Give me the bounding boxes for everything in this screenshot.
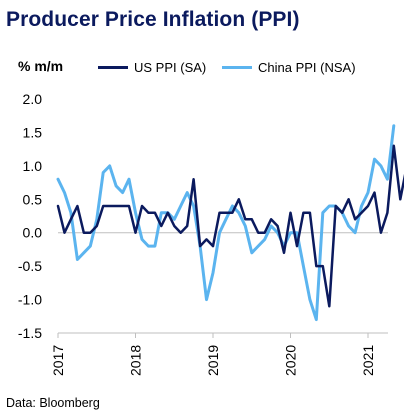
y-tick-label: -1.0 (18, 292, 42, 308)
x-tick-label: 2021 (360, 345, 376, 376)
chart-title: Producer Price Inflation (PPI) (6, 8, 300, 31)
x-tick-label: 2019 (205, 345, 221, 376)
y-tick-label: 1.0 (23, 158, 43, 174)
x-tick-label: 2017 (50, 345, 66, 376)
series-line-china-ppi (56, 124, 396, 322)
y-tick-label: 0.5 (23, 191, 43, 207)
legend-label-us-ppi: US PPI (SA) (134, 60, 207, 75)
y-tick-label: -0.5 (18, 258, 42, 274)
y-axis-unit-label: % m/m (18, 58, 64, 74)
source-note: Data: Bloomberg (6, 396, 100, 410)
y-tick-label: 2.0 (23, 91, 43, 107)
x-tick-label: 2018 (128, 345, 144, 376)
legend-item-us-ppi: US PPI (SA) (98, 60, 206, 75)
legend-swatch-us-ppi (98, 66, 128, 69)
legend-item-china-ppi: China PPI (NSA) (222, 60, 356, 75)
y-tick-label: 0.0 (23, 225, 43, 241)
y-tick-label: -1.5 (18, 325, 42, 341)
x-tick-label: 2020 (283, 345, 299, 376)
legend-label-china-ppi: China PPI (NSA) (258, 60, 356, 75)
series-line-us-ppi (56, 144, 404, 308)
legend-swatch-china-ppi (222, 66, 252, 69)
y-tick-label: 1.5 (23, 124, 43, 140)
